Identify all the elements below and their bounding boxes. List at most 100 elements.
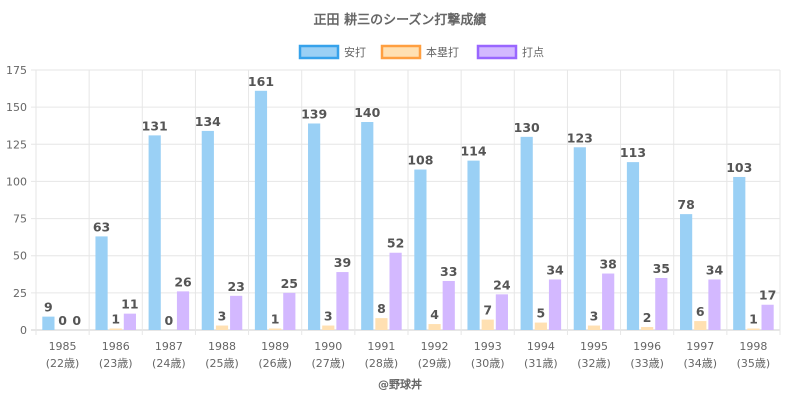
x-tick-sublabel: (32歳) [577, 357, 611, 370]
data-label: 7 [483, 303, 492, 318]
grid [31, 69, 781, 335]
data-label: 139 [301, 106, 327, 121]
bar-打点 [230, 295, 243, 330]
bar-打点 [123, 313, 136, 330]
bar-打点 [336, 272, 349, 330]
bar-本塁打 [269, 328, 282, 330]
data-label: 25 [281, 276, 298, 291]
data-label: 161 [248, 74, 274, 89]
data-label: 24 [493, 277, 511, 292]
y-tick-label: 25 [13, 287, 27, 300]
data-label: 134 [195, 114, 221, 129]
bar-本塁打 [641, 327, 654, 330]
data-label: 39 [334, 255, 351, 270]
bar-安打 [680, 214, 693, 330]
data-label: 2 [643, 310, 652, 325]
data-label: 108 [407, 153, 433, 168]
x-tick-label: 1988 [208, 340, 236, 353]
bar-安打 [201, 130, 214, 330]
x-tick-label: 1991 [367, 340, 395, 353]
y-tick-label: 0 [20, 324, 27, 337]
data-label: 38 [599, 257, 616, 272]
x-tick-label: 1986 [102, 340, 130, 353]
bar-打点 [389, 252, 402, 330]
x-tick-sublabel: (24歳) [152, 357, 186, 370]
x-tick-sublabel: (31歳) [524, 357, 558, 370]
x-tick-label: 1996 [633, 340, 661, 353]
bar-安打 [254, 90, 268, 330]
data-label: 113 [620, 145, 646, 160]
x-tick-label: 1995 [580, 340, 608, 353]
bar-安打 [42, 316, 55, 330]
y-tick-label: 175 [6, 64, 27, 77]
data-label: 0 [165, 313, 174, 328]
x-tick-sublabel: (27歳) [311, 357, 345, 370]
x-tick-label: 1997 [686, 340, 714, 353]
y-tick-label: 150 [6, 101, 27, 114]
data-label: 3 [218, 309, 227, 324]
bar-安打 [467, 160, 480, 330]
bar-本塁打 [215, 325, 229, 330]
data-label: 140 [354, 105, 380, 120]
bar-本塁打 [428, 324, 441, 330]
bar-安打 [626, 162, 640, 330]
data-label: 26 [174, 274, 192, 289]
y-tick-label: 75 [13, 213, 27, 226]
x-tick-sublabel: (23歳) [99, 357, 133, 370]
data-label: 103 [726, 160, 752, 175]
data-label: 1 [271, 312, 280, 327]
bar-本塁打 [322, 325, 335, 330]
x-tick-label: 1994 [527, 340, 555, 353]
data-label: 4 [430, 307, 439, 322]
bar-安打 [148, 135, 161, 330]
y-tick-label: 125 [6, 138, 27, 151]
x-tick-sublabel: (25歳) [205, 357, 239, 370]
x-tick-label: 1990 [314, 340, 342, 353]
bar-打点 [176, 291, 190, 330]
x-tick-label: 1985 [49, 340, 77, 353]
data-label: 6 [696, 304, 705, 319]
bar-打点 [283, 292, 296, 330]
x-tick-label: 1998 [739, 340, 767, 353]
legend: 安打 本塁打 打点 [298, 44, 544, 60]
data-label: 1 [111, 312, 120, 327]
data-label: 17 [759, 288, 776, 303]
bar-打点 [708, 279, 721, 330]
data-label: 35 [653, 261, 670, 276]
bar-本塁打 [481, 319, 494, 330]
data-label: 9 [44, 300, 53, 315]
data-label: 0 [58, 313, 67, 328]
data-label: 5 [537, 306, 546, 321]
bar-打点 [442, 280, 455, 330]
x-tick-sublabel: (33歳) [630, 357, 664, 370]
y-tick-label: 100 [6, 175, 27, 188]
bar-打点 [548, 279, 562, 330]
data-label: 63 [93, 219, 110, 234]
bar-本塁打 [694, 321, 707, 330]
bar-本塁打 [109, 328, 122, 330]
x-tick-label: 1987 [155, 340, 183, 353]
x-tick-sublabel: (30歳) [471, 357, 505, 370]
legend-label: 本塁打 [426, 45, 459, 59]
bar-安打 [520, 136, 533, 330]
x-tick-label: 1992 [421, 340, 449, 353]
x-tick-sublabel: (29歳) [418, 357, 452, 370]
data-label: 130 [514, 120, 540, 135]
bar-本塁打 [375, 318, 388, 330]
data-label: 0 [72, 313, 81, 328]
x-tick-sublabel: (34歳) [683, 357, 717, 370]
data-label: 52 [387, 236, 404, 251]
data-label: 33 [440, 264, 457, 279]
legend-swatch [298, 44, 340, 60]
y-tick-label: 50 [13, 250, 27, 263]
axes: 02550751001251501751985(22歳)1986(23歳)198… [6, 64, 770, 370]
data-label: 131 [142, 118, 168, 133]
bar-本塁打 [587, 325, 601, 330]
x-tick-label: 1989 [261, 340, 289, 353]
bar-打点 [655, 278, 668, 330]
bar-安打 [733, 176, 746, 330]
legend-label: 打点 [522, 45, 544, 59]
bar-安打 [573, 147, 586, 330]
